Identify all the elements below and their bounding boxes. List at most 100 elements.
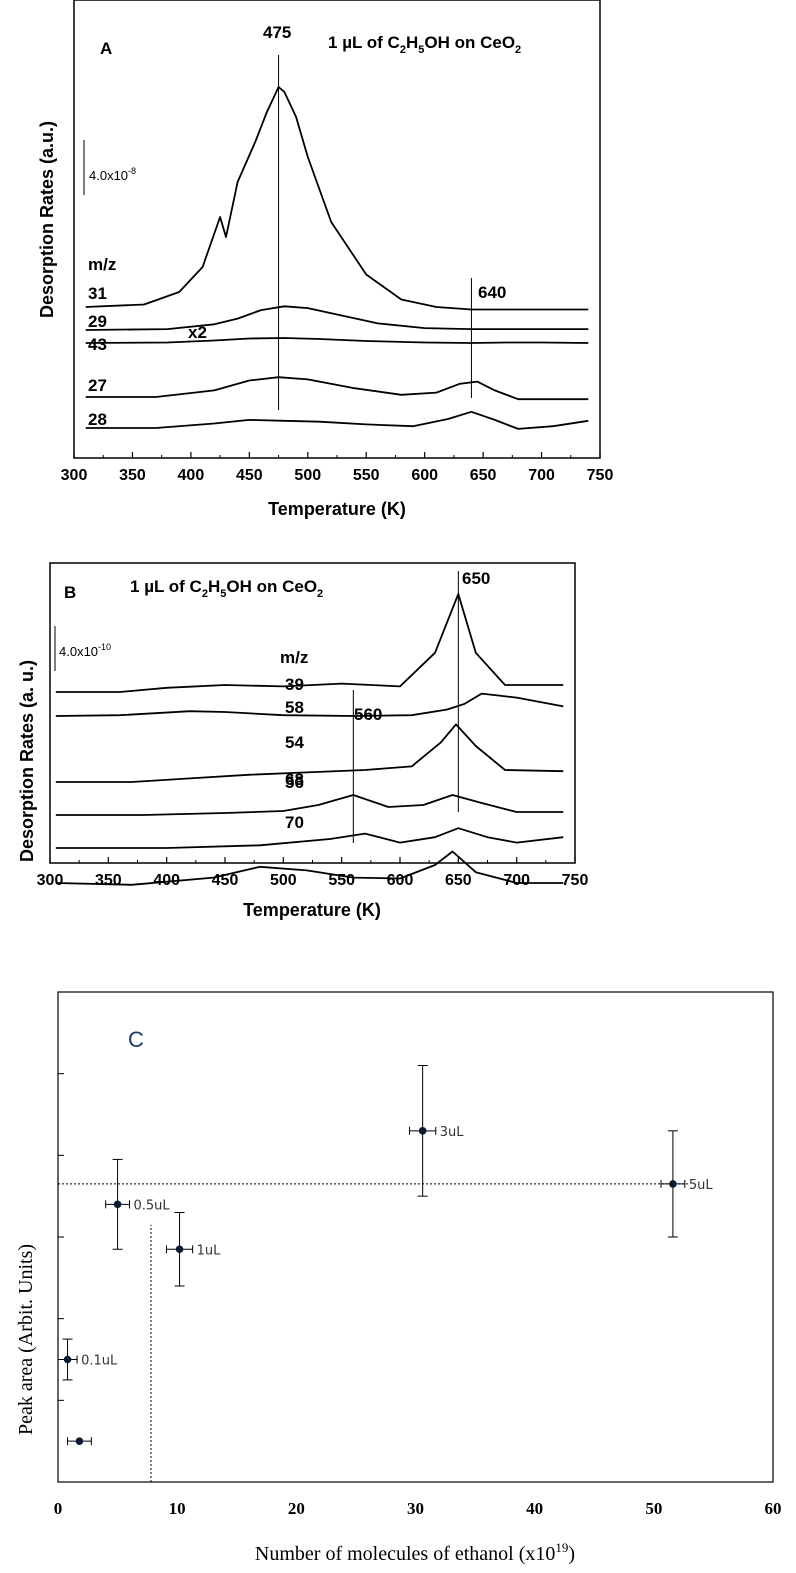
series-label-mz-56: 56 <box>285 773 304 792</box>
peak-label-475: 475 <box>263 23 291 42</box>
series-label-mz-58: 58 <box>285 698 304 717</box>
plot-frame <box>73 0 601 459</box>
series-label-mz-27: 27 <box>88 376 107 395</box>
point-label: 5uL <box>689 1178 714 1193</box>
point-label: 0.1uL <box>81 1354 118 1369</box>
point-marker <box>669 1180 677 1188</box>
point-marker <box>75 1437 84 1445</box>
point-marker <box>175 1245 184 1254</box>
series-label-mz-43: 43 <box>88 335 107 354</box>
data-point <box>67 1437 92 1446</box>
x-tick-label: 400 <box>153 872 180 889</box>
scale-bar-label: 4.0x10-10 <box>59 642 111 659</box>
y-axis-label: Desorption Rates (a. u.) <box>17 660 37 862</box>
data-point: 0.1uL <box>57 1338 118 1381</box>
x-ticks <box>73 452 601 458</box>
series-label-mz-29: 29 <box>88 312 107 331</box>
x-tick-label: 400 <box>178 467 205 484</box>
y-axis-label: Peak area (Arbit. Units) <box>15 1244 37 1435</box>
x-axis-label: Temperature (K) <box>268 499 406 519</box>
title: 1 µL of C2H5OH on CeO2 <box>328 33 521 56</box>
series-label-mz-54: 54 <box>285 733 304 752</box>
point-marker <box>63 1355 72 1364</box>
series-label-mz-68: 68 <box>285 770 304 789</box>
x-tick-label: 20 <box>288 1499 305 1518</box>
point-label: 3uL <box>440 1125 465 1140</box>
x-tick-label: 450 <box>236 467 263 484</box>
x-tick-label: 30 <box>407 1499 424 1518</box>
panel-c: 0 10 20 30 40 50 60 0.1uL 0.5uL 1uL 3uL 5uL C Peak… <box>15 991 782 1565</box>
x-tick-label: 50 <box>645 1499 662 1518</box>
data-point: 3uL <box>409 1065 465 1197</box>
x-ticks <box>49 857 576 863</box>
series-line-mz-27 <box>85 376 589 401</box>
series-line-mz-39 <box>55 593 564 693</box>
panel-label: B <box>64 583 76 602</box>
x-tick-label: 350 <box>119 467 146 484</box>
point-label: 1uL <box>197 1243 222 1258</box>
series-line-mz-58 <box>55 692 564 717</box>
series-line-mz-68 <box>55 723 564 783</box>
x-tick-label: 300 <box>61 467 88 484</box>
x-tick-label: 500 <box>270 872 297 889</box>
legend-header: m/z <box>280 648 308 667</box>
x-tick-label: 650 <box>470 467 497 484</box>
x-tick-label: 600 <box>411 467 438 484</box>
series-line-mz-70 <box>55 850 564 886</box>
scale-bar-label: 4.0x10-8 <box>89 166 136 183</box>
series-group <box>85 86 589 430</box>
series-group <box>55 593 564 886</box>
x-tick-label: 700 <box>528 467 555 484</box>
peak-label-650: 650 <box>462 569 490 588</box>
x-tick-label: 700 <box>503 872 530 889</box>
x-axis-label: Temperature (K) <box>243 900 381 920</box>
data-point: 0.5uL <box>105 1158 171 1250</box>
x-axis-label: Number of molecules of ethanol (x1019) <box>255 1540 575 1565</box>
series-label-mz-31: 31 <box>88 284 107 303</box>
point-marker <box>113 1200 122 1209</box>
x-tick-label: 550 <box>353 467 380 484</box>
panel-a: 300 350 400 450 500 550 600 650 700 750 31 29 43 27 2… <box>37 0 613 519</box>
x-tick-label: 0 <box>54 1499 63 1518</box>
title: 1 µL of C2H5OH on CeO2 <box>130 577 323 600</box>
plot-frame <box>57 991 774 1483</box>
x-tick-label: 750 <box>562 872 589 889</box>
plot-frame <box>49 562 576 864</box>
x-tick-label: 650 <box>445 872 472 889</box>
x-tick-labels: 300 350 400 450 500 550 600 650 700 750 <box>61 467 614 484</box>
series-line-mz-43 <box>85 337 589 344</box>
peak-label-560: 560 <box>354 705 382 724</box>
x-tick-label: 300 <box>37 872 64 889</box>
data-point: 5uL <box>660 1130 714 1238</box>
x-tick-label: 350 <box>95 872 122 889</box>
x-tick-labels: 0 10 20 30 40 50 60 <box>54 1499 782 1518</box>
x-tick-label: 40 <box>526 1499 543 1518</box>
y-axis-label: Desorption Rates (a.u.) <box>37 121 57 318</box>
series-labels: 39 58 68 54 56 70 <box>285 675 304 832</box>
series-line-mz-54 <box>55 794 564 816</box>
x-tick-label: 60 <box>765 1499 782 1518</box>
points-group: 0.1uL 0.5uL 1uL 3uL 5uL <box>57 1065 714 1446</box>
legend-header: m/z <box>88 255 116 274</box>
series-line-mz-28 <box>85 410 589 430</box>
series-label-mz-39: 39 <box>285 675 304 694</box>
series-line-mz-31 <box>85 86 589 311</box>
x-tick-label: 500 <box>294 467 321 484</box>
series-line-mz-29 <box>85 305 589 331</box>
panel-b: 300 350 400 450 500 550 600 650 700 750 395868545… <box>17 562 589 920</box>
point-marker <box>418 1127 427 1135</box>
series-label-mz-70: 70 <box>285 813 304 832</box>
x-tick-label: 750 <box>587 467 614 484</box>
data-point: 1uL <box>165 1212 222 1287</box>
panel-label: C <box>128 1027 144 1052</box>
peak-label-640: 640 <box>478 283 506 302</box>
series-line-mz-56 <box>55 827 564 849</box>
x-tick-label: 10 <box>169 1499 186 1518</box>
reference-lines <box>278 55 472 410</box>
panel-label: A <box>100 39 112 58</box>
y-ticks <box>58 1073 64 1401</box>
scale-factor-label: x2 <box>188 323 207 342</box>
series-labels: 31 29 43 27 28 <box>88 284 107 429</box>
point-label: 0.5uL <box>134 1198 171 1213</box>
